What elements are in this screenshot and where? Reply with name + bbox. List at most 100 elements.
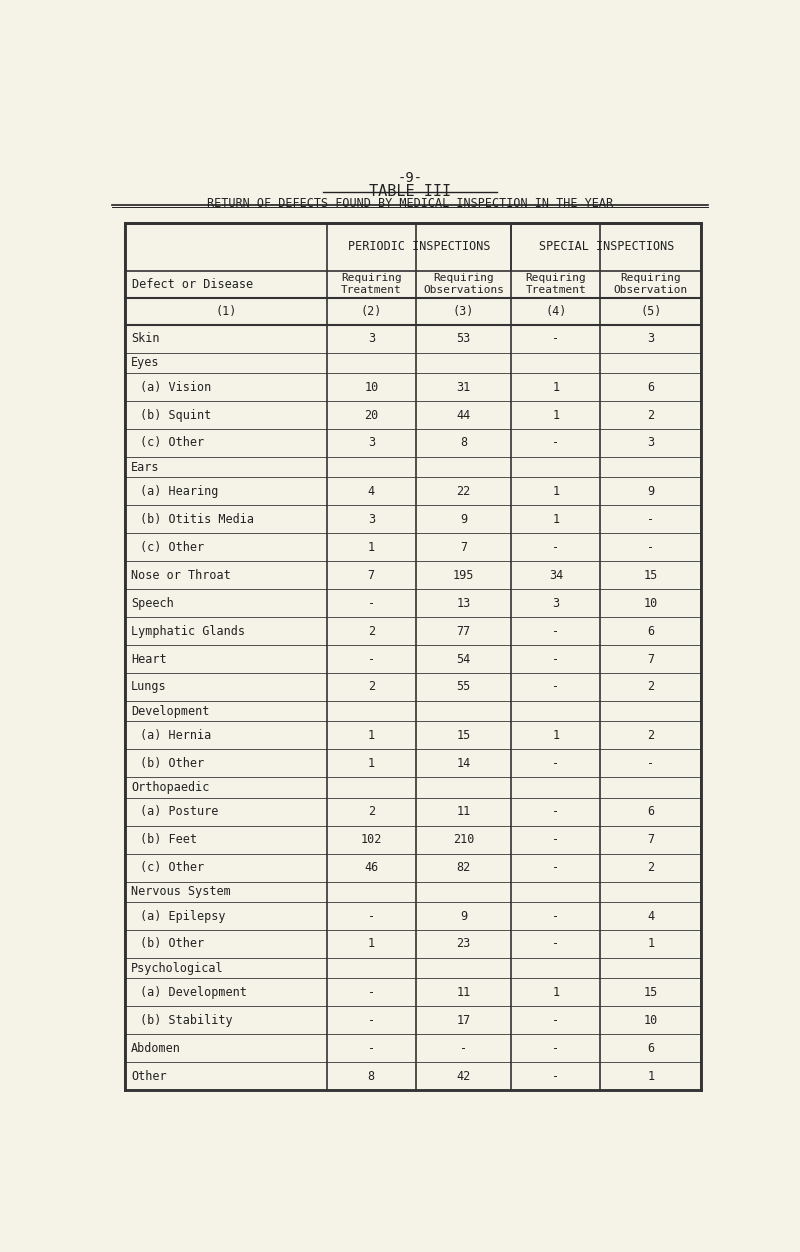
Text: -: - xyxy=(552,541,559,553)
Text: 2: 2 xyxy=(647,861,654,874)
Text: -: - xyxy=(368,909,375,923)
Text: 17: 17 xyxy=(457,1014,470,1027)
Text: -: - xyxy=(552,805,559,819)
Text: (1): (1) xyxy=(215,304,236,318)
Text: 53: 53 xyxy=(457,332,470,346)
Text: RETURN OF DEFECTS FOUND BY MEDICAL INSPECTION IN THE YEAR: RETURN OF DEFECTS FOUND BY MEDICAL INSPE… xyxy=(207,197,613,209)
Text: 2: 2 xyxy=(647,681,654,694)
Text: (c) Other: (c) Other xyxy=(140,541,205,553)
Text: 10: 10 xyxy=(364,381,378,393)
Text: (b) Other: (b) Other xyxy=(140,938,205,950)
Text: (a) Hernia: (a) Hernia xyxy=(140,729,211,742)
Text: 2: 2 xyxy=(647,408,654,422)
Text: -: - xyxy=(552,756,559,770)
Text: -: - xyxy=(552,625,559,637)
Text: Nose or Throat: Nose or Throat xyxy=(131,568,230,582)
Text: 9: 9 xyxy=(460,513,467,526)
Text: -: - xyxy=(368,597,375,610)
Text: 7: 7 xyxy=(647,652,654,666)
Text: 44: 44 xyxy=(457,408,470,422)
Text: (5): (5) xyxy=(640,304,662,318)
Text: TABLE III: TABLE III xyxy=(369,184,451,199)
Text: 6: 6 xyxy=(647,381,654,393)
Text: 23: 23 xyxy=(457,938,470,950)
Text: (b) Feet: (b) Feet xyxy=(140,833,198,846)
Text: Orthopaedic: Orthopaedic xyxy=(131,781,210,794)
Text: -: - xyxy=(647,513,654,526)
Text: 34: 34 xyxy=(549,568,563,582)
Text: 54: 54 xyxy=(457,652,470,666)
Text: -: - xyxy=(368,652,375,666)
Text: 1: 1 xyxy=(552,513,559,526)
Text: 22: 22 xyxy=(457,485,470,498)
Text: (4): (4) xyxy=(545,304,566,318)
Text: (b) Other: (b) Other xyxy=(140,756,205,770)
Text: 20: 20 xyxy=(364,408,378,422)
Text: 195: 195 xyxy=(453,568,474,582)
Text: -: - xyxy=(552,1014,559,1027)
Text: Speech: Speech xyxy=(131,597,174,610)
Text: 3: 3 xyxy=(368,332,375,346)
Text: -9-: -9- xyxy=(398,172,422,185)
Text: Nervous System: Nervous System xyxy=(131,885,230,899)
Text: (3): (3) xyxy=(453,304,474,318)
Text: 1: 1 xyxy=(368,729,375,742)
Text: -: - xyxy=(552,1042,559,1054)
Text: 4: 4 xyxy=(368,485,375,498)
Text: (a) Posture: (a) Posture xyxy=(140,805,218,819)
Text: 7: 7 xyxy=(368,568,375,582)
Text: 6: 6 xyxy=(647,805,654,819)
Text: PERIODIC INSPECTIONS: PERIODIC INSPECTIONS xyxy=(348,240,490,253)
Text: 2: 2 xyxy=(368,625,375,637)
Text: -: - xyxy=(552,1069,559,1083)
Text: 6: 6 xyxy=(647,625,654,637)
Text: (a) Epilepsy: (a) Epilepsy xyxy=(140,909,226,923)
Text: -: - xyxy=(647,756,654,770)
Text: Requiring
Treatment: Requiring Treatment xyxy=(341,273,402,295)
Text: 2: 2 xyxy=(647,729,654,742)
Text: 1: 1 xyxy=(647,1069,654,1083)
Text: Lymphatic Glands: Lymphatic Glands xyxy=(131,625,245,637)
Text: Requiring
Treatment: Requiring Treatment xyxy=(526,273,586,295)
Text: -: - xyxy=(552,437,559,449)
Text: 10: 10 xyxy=(644,597,658,610)
Text: 13: 13 xyxy=(457,597,470,610)
Text: 15: 15 xyxy=(644,568,658,582)
Text: -: - xyxy=(552,833,559,846)
Text: Skin: Skin xyxy=(131,332,159,346)
Text: 2: 2 xyxy=(368,681,375,694)
Text: (a) Hearing: (a) Hearing xyxy=(140,485,218,498)
Text: Lungs: Lungs xyxy=(131,681,166,694)
Text: 1: 1 xyxy=(552,985,559,999)
Text: 3: 3 xyxy=(368,437,375,449)
Text: 3: 3 xyxy=(552,597,559,610)
Text: (c) Other: (c) Other xyxy=(140,861,205,874)
Text: 1: 1 xyxy=(368,541,375,553)
Text: Requiring
Observations: Requiring Observations xyxy=(423,273,504,295)
Text: (b) Stability: (b) Stability xyxy=(140,1014,233,1027)
Text: 8: 8 xyxy=(368,1069,375,1083)
Text: 11: 11 xyxy=(457,985,470,999)
Text: Abdomen: Abdomen xyxy=(131,1042,181,1054)
Text: Heart: Heart xyxy=(131,652,166,666)
Text: (b) Otitis Media: (b) Otitis Media xyxy=(140,513,254,526)
Text: 31: 31 xyxy=(457,381,470,393)
Text: 9: 9 xyxy=(460,909,467,923)
Text: 11: 11 xyxy=(457,805,470,819)
Text: (c) Other: (c) Other xyxy=(140,437,205,449)
Text: 46: 46 xyxy=(364,861,378,874)
Text: SPECIAL INSPECTIONS: SPECIAL INSPECTIONS xyxy=(538,240,674,253)
Text: 55: 55 xyxy=(457,681,470,694)
Text: (2): (2) xyxy=(361,304,382,318)
Text: -: - xyxy=(552,652,559,666)
Text: 3: 3 xyxy=(647,437,654,449)
Text: 102: 102 xyxy=(361,833,382,846)
Text: -: - xyxy=(647,541,654,553)
Text: -: - xyxy=(368,985,375,999)
Text: 1: 1 xyxy=(552,408,559,422)
Text: -: - xyxy=(460,1042,467,1054)
Text: 1: 1 xyxy=(552,485,559,498)
Text: Development: Development xyxy=(131,705,210,717)
Text: 14: 14 xyxy=(457,756,470,770)
Text: (b) Squint: (b) Squint xyxy=(140,408,211,422)
